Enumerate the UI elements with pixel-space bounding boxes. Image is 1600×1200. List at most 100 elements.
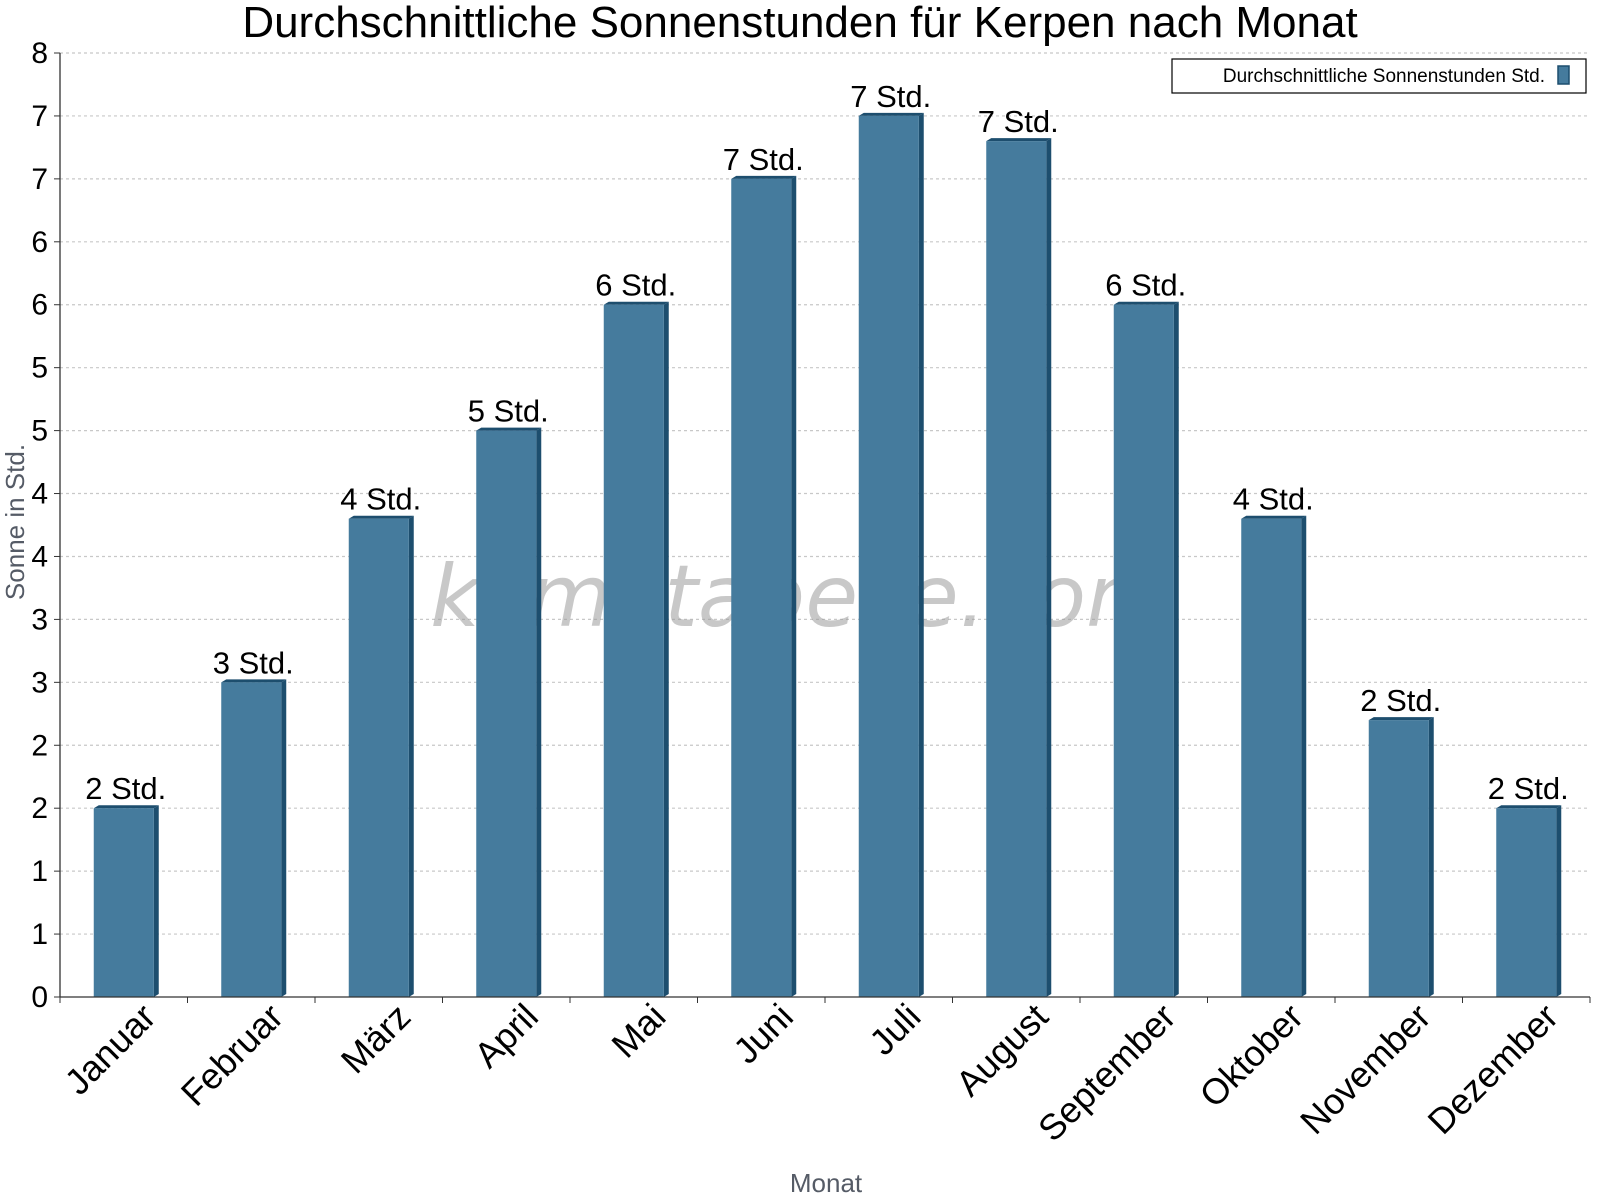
- legend-label: Durchschnittliche Sonnenstunden Std.: [1223, 66, 1545, 87]
- bar-5: [603, 301, 669, 997]
- bar-4: [476, 427, 542, 998]
- x-tick-label: Januar: [57, 996, 164, 1103]
- data-label: 4 Std.: [1233, 482, 1314, 517]
- y-tick-label: 2: [31, 792, 48, 825]
- grid-layer: [60, 52, 1590, 935]
- bar-9: [1113, 301, 1179, 997]
- data-label: 5 Std.: [468, 394, 549, 429]
- bar-front: [348, 518, 409, 997]
- y-axis-title: Sonne in Std.: [0, 444, 30, 600]
- bar-front: [1368, 720, 1429, 997]
- bar-front: [1113, 304, 1174, 997]
- data-label: 3 Std.: [213, 645, 294, 680]
- bar-side: [408, 515, 414, 997]
- bar-side: [663, 301, 669, 997]
- chart-title: Durchschnittliche Sonnenstunden für Kerp…: [242, 0, 1357, 47]
- data-label: 2 Std.: [85, 771, 166, 806]
- y-tick-label: 1: [31, 855, 48, 888]
- y-tick-label: 4: [31, 478, 48, 511]
- y-tick-label: 4: [31, 540, 48, 573]
- data-label: 2 Std.: [1488, 771, 1569, 806]
- bar-front: [221, 682, 282, 997]
- bar-top: [1241, 515, 1307, 519]
- legend-box: [1171, 58, 1587, 94]
- bar-side: [1046, 138, 1052, 997]
- x-axis-title: Monat: [790, 1168, 863, 1198]
- data-label: 7 Std.: [850, 79, 931, 114]
- bars-layer: [93, 112, 1562, 998]
- bar-2: [221, 679, 287, 997]
- y-tick-label: 3: [31, 603, 48, 636]
- bar-side: [1428, 717, 1434, 997]
- bar-11: [1368, 717, 1434, 997]
- data-label: 6 Std.: [595, 268, 676, 303]
- bar-top: [221, 679, 287, 683]
- y-tick-label: 7: [31, 163, 48, 196]
- x-tick-label: Februar: [173, 996, 291, 1114]
- bar-top: [986, 138, 1052, 142]
- bar-front: [1241, 518, 1302, 997]
- y-tick-label: 1: [31, 918, 48, 951]
- bar-front: [858, 115, 919, 997]
- y-tick-label: 5: [31, 352, 48, 385]
- legend-swatch: [1557, 65, 1570, 85]
- y-tick-label: 6: [31, 289, 48, 322]
- bar-side: [153, 805, 159, 997]
- y-tick-label: 3: [31, 666, 48, 699]
- x-tick-label: Dezember: [1419, 996, 1565, 1142]
- bar-6: [731, 175, 797, 997]
- y-tick-label: 8: [31, 37, 48, 70]
- bar-top: [731, 175, 797, 179]
- bar-top: [476, 427, 542, 431]
- x-tick-label: September: [1030, 996, 1184, 1150]
- y-tick-label: 7: [31, 100, 48, 133]
- axes-layer: 0 1 1 2 2 3 3 4 4 5 5 6 6 7 7 8: [31, 37, 1591, 1014]
- bar-side: [918, 112, 924, 997]
- bar-8: [986, 138, 1052, 997]
- bar-side: [536, 427, 542, 998]
- data-label: 7 Std.: [723, 142, 804, 177]
- bar-top: [858, 112, 924, 116]
- data-label: 6 Std.: [1105, 268, 1186, 303]
- y-tick-label: 0: [31, 981, 48, 1014]
- bar-front: [1496, 808, 1557, 997]
- data-label: 4 Std.: [340, 482, 421, 517]
- bar-1: [93, 805, 159, 997]
- bar-top: [1113, 301, 1179, 305]
- bar-3: [348, 515, 414, 997]
- x-tick-label: März: [333, 996, 419, 1082]
- x-tick-label: April: [466, 996, 546, 1076]
- data-label: 7 Std.: [978, 104, 1059, 139]
- bar-side: [1301, 515, 1307, 997]
- bar-side: [791, 175, 797, 997]
- bar-side: [281, 679, 287, 997]
- bar-side: [1173, 301, 1179, 997]
- x-tick-label: Juni: [725, 996, 801, 1072]
- legend: Durchschnittliche Sonnenstunden Std.: [1171, 58, 1587, 94]
- x-tick-label: November: [1292, 996, 1438, 1142]
- bar-top: [348, 515, 414, 519]
- bar-7: [858, 112, 924, 997]
- y-tick-label: 5: [31, 415, 48, 448]
- bar-12: [1496, 805, 1562, 997]
- bar-front: [731, 178, 792, 997]
- x-tick-label: August: [948, 996, 1056, 1104]
- data-label: 2 Std.: [1360, 683, 1441, 718]
- bar-top: [1496, 805, 1562, 809]
- y-tick-label: 2: [31, 729, 48, 762]
- bar-front: [93, 808, 154, 997]
- x-tick-label: Oktober: [1191, 996, 1311, 1116]
- bar-front: [986, 141, 1047, 997]
- bar-top: [603, 301, 669, 305]
- bar-top: [1368, 717, 1434, 721]
- y-tick-label: 6: [31, 226, 48, 259]
- bar-front: [476, 430, 537, 998]
- bar-side: [1556, 805, 1562, 997]
- x-tick-label: Juli: [861, 996, 928, 1063]
- x-tick-label: Mai: [603, 996, 673, 1066]
- bar-top: [93, 805, 159, 809]
- bar-front: [603, 304, 664, 997]
- bar-10: [1241, 515, 1307, 997]
